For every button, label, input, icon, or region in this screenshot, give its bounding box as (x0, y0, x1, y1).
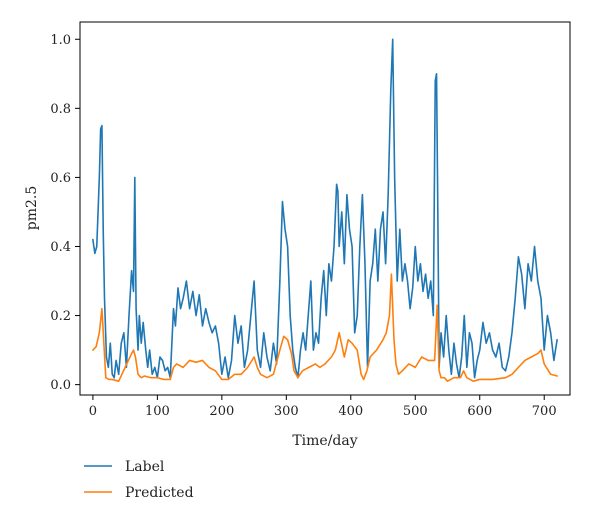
y-tick-label: 0.2 (50, 309, 71, 324)
y-tick-label: 0.8 (50, 102, 71, 117)
x-tick-label: 700 (532, 404, 557, 419)
x-tick-label: 0 (89, 404, 97, 419)
legend: Label Predicted (84, 459, 194, 501)
x-tick-label: 200 (209, 404, 234, 419)
y-tick-label: 1.0 (50, 33, 71, 48)
y-axis: 0.0 0.2 0.4 0.6 0.8 1.0 (50, 33, 80, 393)
plot-area-frame (79, 21, 571, 396)
series-line-label (92, 38, 558, 379)
y-tick-label: 0.0 (50, 378, 71, 393)
y-tick-label: 0.4 (50, 240, 71, 255)
legend-label-label: Label (125, 459, 165, 475)
y-axis-label: pm2.5 (24, 186, 40, 231)
x-axis: 0 100 200 300 400 500 600 700 (89, 395, 557, 419)
x-tick-label: 400 (338, 404, 363, 419)
series-line-predicted (92, 273, 558, 382)
x-tick-label: 600 (467, 404, 492, 419)
y-tick-label: 0.6 (50, 171, 71, 186)
x-tick-label: 500 (403, 404, 428, 419)
x-tick-label: 100 (145, 404, 170, 419)
x-tick-label: 300 (274, 404, 299, 419)
series-group (92, 38, 558, 382)
x-axis-label: Time/day (292, 433, 357, 449)
legend-label-predicted: Predicted (125, 485, 194, 501)
